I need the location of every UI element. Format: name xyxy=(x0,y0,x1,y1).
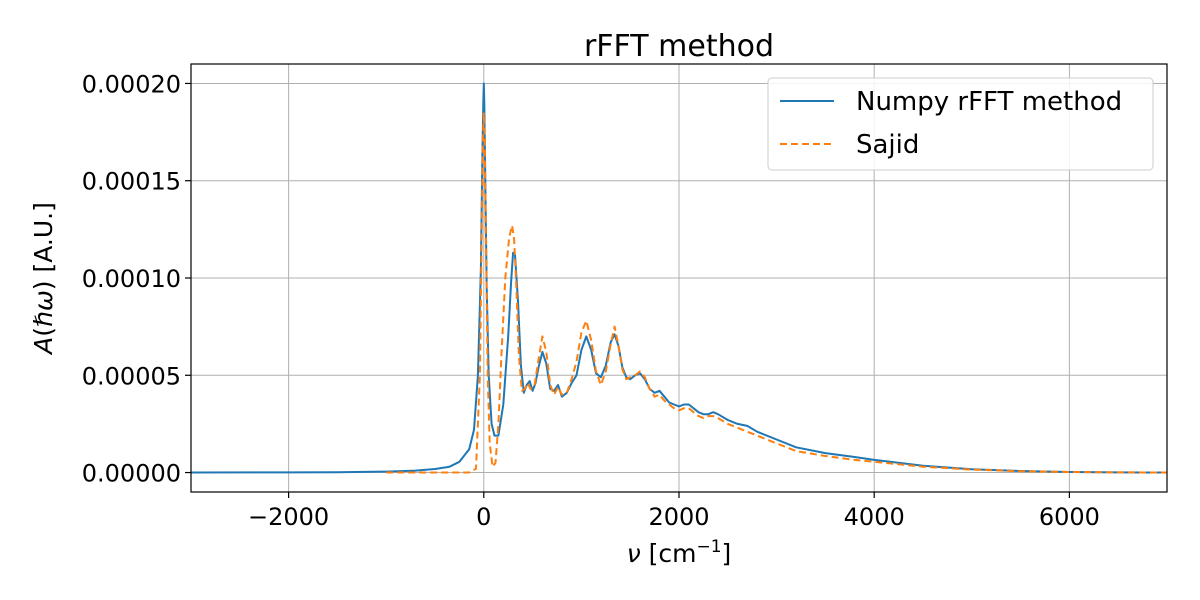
legend: Numpy rFFT method Sajid xyxy=(767,77,1154,171)
series-line-1 xyxy=(190,82,1168,474)
y-tick-label: 0.00015 xyxy=(82,168,181,196)
x-tick-label: 2000 xyxy=(648,503,709,531)
y-tick-label: 0.00000 xyxy=(82,460,181,488)
y-tick-label: 0.00005 xyxy=(82,362,181,390)
legend-label: Numpy rFFT method xyxy=(856,87,1122,117)
plot-area xyxy=(190,82,1168,474)
y-tick-label: 0.00020 xyxy=(82,70,181,98)
y-axis-label: A(ℏω) [A.U.] xyxy=(29,202,58,356)
x-tick-label: 4000 xyxy=(844,503,905,531)
legend-label: Sajid xyxy=(856,130,919,160)
x-tick-label: 0 xyxy=(476,503,491,531)
x-axis-label: ν [cm−1] xyxy=(627,537,732,568)
legend-box xyxy=(767,77,1154,171)
series-line-2 xyxy=(386,111,1168,474)
x-tick-label: −2000 xyxy=(248,503,329,531)
y-axis: 0.00000 0.00005 0.00010 0.00015 0.00020 xyxy=(82,70,191,488)
chart-title: rFFT method xyxy=(584,29,774,64)
y-tick-label: 0.00010 xyxy=(82,265,181,293)
x-axis: −2000 0 2000 4000 6000 xyxy=(248,492,1100,531)
x-tick-label: 6000 xyxy=(1039,503,1100,531)
